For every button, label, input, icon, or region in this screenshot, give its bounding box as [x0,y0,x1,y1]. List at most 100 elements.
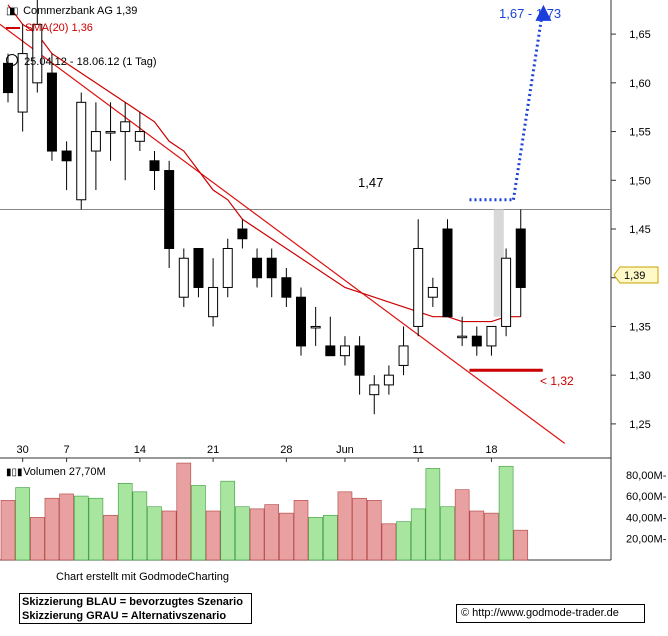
volume-bar [264,504,280,561]
candle-body [515,228,526,288]
candle-body [325,345,336,357]
sma-label: SMA(20) 1,36 [25,22,93,34]
blue-scenario-arrowhead [535,4,552,21]
candle-body [369,384,380,396]
range-legend: 25.04.12 - 18.06.12 (1 Tag) [6,54,157,68]
sma-legend: SMA(20) 1,36 [6,22,93,34]
volume-bar [498,465,514,561]
volume-bar [440,506,455,561]
volume-label: Volumen 27,70M [23,466,106,478]
candle-body [90,131,101,152]
volume-bar [161,510,177,561]
candle-body [134,131,145,142]
volume-bar [103,514,118,561]
scenario-legend-box: Skizzierung BLAU = bevorzugtes Szenario … [19,593,252,624]
price-tick-label: 1,60 [629,78,650,90]
price-tick-label: 1,30 [629,370,650,382]
candle-body [17,53,28,113]
candle-body [149,160,160,172]
volume-bar [484,512,499,561]
candle-body [266,257,277,279]
blue-scenario-path [511,18,543,200]
volume-bar [396,521,411,561]
instrument-label: Commerzbank AG 1,39 [23,5,138,17]
volume-bar [425,468,441,561]
date-tick-label: 11 [412,444,423,456]
candle-body [252,257,263,279]
candle-body [178,257,189,298]
candle-body [296,296,306,347]
price-tick-label: 1,35 [629,321,650,333]
candle-body [457,335,468,339]
volume-tick-label: 40,00M- [626,512,667,524]
candle-body [61,150,72,162]
chart-credit: Chart erstellt mit GodmodeCharting [56,571,230,583]
volume-bar [454,489,470,561]
volume-bar [410,508,426,561]
candle-body [398,345,409,366]
candle-body [310,325,321,329]
candle-body [237,228,248,240]
volume-bar [44,497,60,561]
volume-bar [59,493,74,561]
volume-bar [322,514,338,561]
date-tick-label: 28 [280,444,292,456]
price-tick-label: 1,55 [629,127,650,139]
candle-body [383,374,394,386]
candle-body [413,247,424,327]
last-price-tag [613,266,659,284]
volume-bar [191,485,206,561]
volume-tick-label: 20,00M- [626,534,667,546]
volume-bar [513,529,529,561]
volume-bar [205,510,221,561]
volume-bar [147,506,162,561]
volume-tick-label: 60,00M- [626,491,667,503]
candle-body [46,72,57,152]
downtrend-line [0,23,566,444]
target-label: 1,67 - 1,73 [499,6,561,21]
date-tick-label: 14 [134,444,146,456]
volume-bar [0,500,16,561]
candle-body [471,335,482,347]
volume-bar [88,497,104,561]
date-tick-label: 30 [17,444,29,456]
last-price-tag-label: 1,39 [624,270,645,282]
volume-bar [381,523,397,561]
price-tick-label: 1,45 [629,224,650,236]
candle-body [164,170,175,249]
volume-bar [29,517,45,561]
candle-body [105,131,116,134]
candle-body [339,345,350,357]
volume-bar [469,510,485,561]
candle-body [281,277,292,298]
candle-body [120,121,131,133]
source-url-link[interactable]: © http://www.godmode-trader.de [456,604,645,623]
candle-body [193,247,204,288]
price-tick-label: 1,25 [629,419,650,431]
volume-bar [132,491,148,561]
candle-body [354,345,365,376]
range-label: 25.04.12 - 18.06.12 (1 Tag) [24,56,157,68]
candle-body [76,101,87,201]
price-tick-label: 1,50 [629,175,650,187]
candle-body [222,247,233,288]
volume-bar [279,512,294,561]
candle-body [501,257,512,327]
legend-blue: Skizzierung BLAU = bevorzugtes Szenario [22,596,243,608]
candle-body [486,325,497,347]
legend-gray: Skizzierung GRAU = Alternativszenario [22,610,227,622]
date-tick-label: 21 [207,444,219,456]
date-tick-label: Jun [336,444,354,456]
volume-bar [73,495,89,561]
volume-bar [293,500,309,561]
volume-bar [366,500,382,561]
candle-body [442,228,453,318]
volume-bar [15,487,30,561]
volume-bar [117,483,133,561]
support-label: < 1,32 [540,374,574,388]
clock-icon [6,54,18,66]
gray-scenario-bar [493,209,504,317]
candle-body [32,23,43,84]
sma20-line [7,4,521,323]
